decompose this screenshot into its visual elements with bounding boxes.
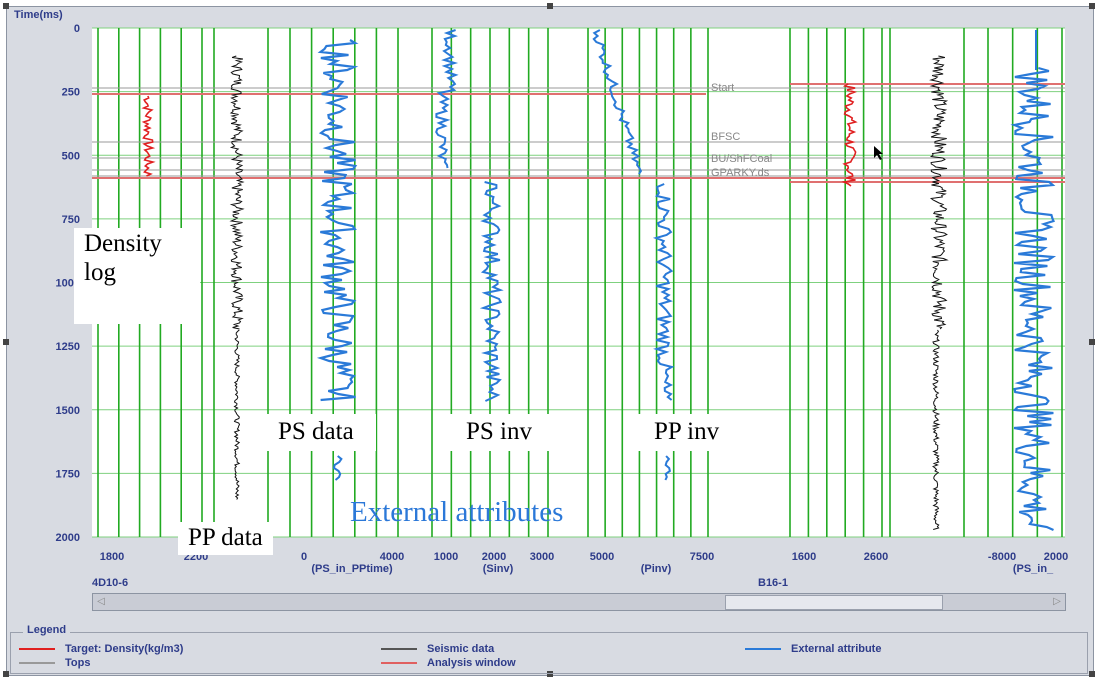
x-tick-label: 3000 bbox=[530, 551, 554, 563]
y-tick-label: 1750 bbox=[56, 468, 80, 480]
legend-label: External attribute bbox=[791, 643, 882, 655]
pp-inv-trace bbox=[664, 455, 672, 481]
track-name: (PS_in_ bbox=[1013, 563, 1054, 575]
legend-item-analysis-window: Analysis window bbox=[381, 657, 516, 669]
legend-title: Legend bbox=[23, 624, 71, 636]
pp-inv-annotation: PP inv bbox=[636, 414, 752, 451]
pp-seismic-trace bbox=[229, 55, 245, 330]
pp-seismic-trace bbox=[931, 329, 941, 530]
scroll-right-arrow-icon[interactable]: ▷ bbox=[1053, 596, 1061, 607]
legend-line-icon bbox=[19, 648, 55, 651]
x-tick-label: 2600 bbox=[864, 551, 888, 563]
y-tick-label: 1500 bbox=[56, 405, 80, 417]
track-name: (PS_in_PPtime) bbox=[311, 563, 393, 575]
resize-handle-bl[interactable] bbox=[3, 671, 9, 677]
legend-item-target: Target: Density(kg/m3) bbox=[19, 643, 183, 655]
x-tick-label: 0 bbox=[301, 551, 307, 563]
horizontal-scrollbar[interactable]: ◁ ▷ bbox=[92, 593, 1066, 611]
pp-seismic-trace bbox=[929, 55, 949, 330]
x-tick-label: -8000 bbox=[988, 551, 1016, 563]
y-axis-label: Time(ms) bbox=[14, 9, 63, 21]
resize-handle-br[interactable] bbox=[1089, 671, 1095, 677]
pp-data-annotation: PP data bbox=[178, 522, 273, 555]
pp-inv-trace bbox=[652, 183, 675, 401]
external-attribute-trace bbox=[1010, 66, 1057, 532]
track-name: (Pinv) bbox=[641, 563, 672, 575]
resize-handle-tr[interactable] bbox=[1089, 3, 1095, 9]
resize-handle-ml[interactable] bbox=[3, 339, 9, 345]
y-tick-label: 1000 bbox=[56, 278, 80, 290]
top-label: Start bbox=[711, 82, 734, 94]
resize-handle-tl[interactable] bbox=[3, 3, 9, 9]
y-tick-label: 2000 bbox=[56, 532, 80, 544]
x-tick-label: 1600 bbox=[792, 551, 816, 563]
top-label: BU/ShFCoal bbox=[711, 153, 772, 165]
density-log-annotation: Density log bbox=[74, 228, 200, 324]
y-tick-label: 500 bbox=[62, 150, 80, 162]
y-tick-label: 0 bbox=[74, 23, 80, 35]
density-log-trace bbox=[141, 95, 156, 177]
top-label: BFSC bbox=[711, 131, 740, 143]
track-name: (Sinv) bbox=[483, 563, 514, 575]
ps-inv-annotation: PS inv bbox=[448, 414, 555, 451]
scroll-left-arrow-icon[interactable]: ◁ bbox=[97, 596, 105, 607]
top-label: GPARKY.ds bbox=[711, 167, 770, 179]
pp-seismic-trace bbox=[233, 329, 241, 500]
ps-data-annotation: PS data bbox=[262, 414, 376, 451]
legend-line-icon bbox=[745, 648, 781, 651]
x-tick-label: 2000 bbox=[482, 551, 506, 563]
scroll-thumb[interactable] bbox=[725, 595, 943, 610]
ps-data-trace bbox=[332, 455, 343, 481]
pp-inv-trace bbox=[592, 29, 643, 175]
legend-line-icon bbox=[381, 662, 417, 665]
x-tick-label: 5000 bbox=[590, 551, 614, 563]
density-log-trace bbox=[841, 83, 858, 187]
ps-inv-trace bbox=[435, 29, 459, 169]
resize-handle-bm[interactable] bbox=[547, 671, 553, 677]
y-tick-label: 750 bbox=[62, 214, 80, 226]
y-tick-label: 1250 bbox=[56, 341, 80, 353]
legend-label: Tops bbox=[65, 657, 91, 669]
legend-label: Analysis window bbox=[427, 657, 516, 669]
well-label-left: 4D10-6 bbox=[92, 577, 129, 589]
resize-handle-tm[interactable] bbox=[547, 3, 553, 9]
legend-item-tops: Tops bbox=[19, 657, 90, 669]
ps-inv-trace bbox=[479, 181, 504, 402]
legend-label: Seismic data bbox=[427, 643, 495, 655]
x-tick-label: 1000 bbox=[434, 551, 458, 563]
external-attributes-annotation: External attributes bbox=[350, 496, 564, 528]
legend-line-icon bbox=[19, 662, 55, 665]
legend-item-seismic: Seismic data bbox=[381, 643, 494, 655]
y-tick-label: 250 bbox=[62, 87, 80, 99]
x-tick-label: 7500 bbox=[690, 551, 714, 563]
legend-item-external: External attribute bbox=[745, 643, 881, 655]
legend-line-icon bbox=[381, 648, 417, 651]
legend-label: Target: Density(kg/m3) bbox=[65, 643, 184, 655]
well-label-right: B16-1 bbox=[758, 577, 788, 589]
x-tick-label: 1800 bbox=[100, 551, 124, 563]
ps-data-trace bbox=[316, 39, 359, 402]
resize-handle-mr[interactable] bbox=[1089, 339, 1095, 345]
x-tick-label: 2000 bbox=[1044, 551, 1068, 563]
x-tick-label: 4000 bbox=[380, 551, 404, 563]
mouse-cursor-icon bbox=[874, 146, 883, 160]
legend-panel: Legend Target: Density(kg/m3) Tops Seism… bbox=[10, 624, 1088, 674]
